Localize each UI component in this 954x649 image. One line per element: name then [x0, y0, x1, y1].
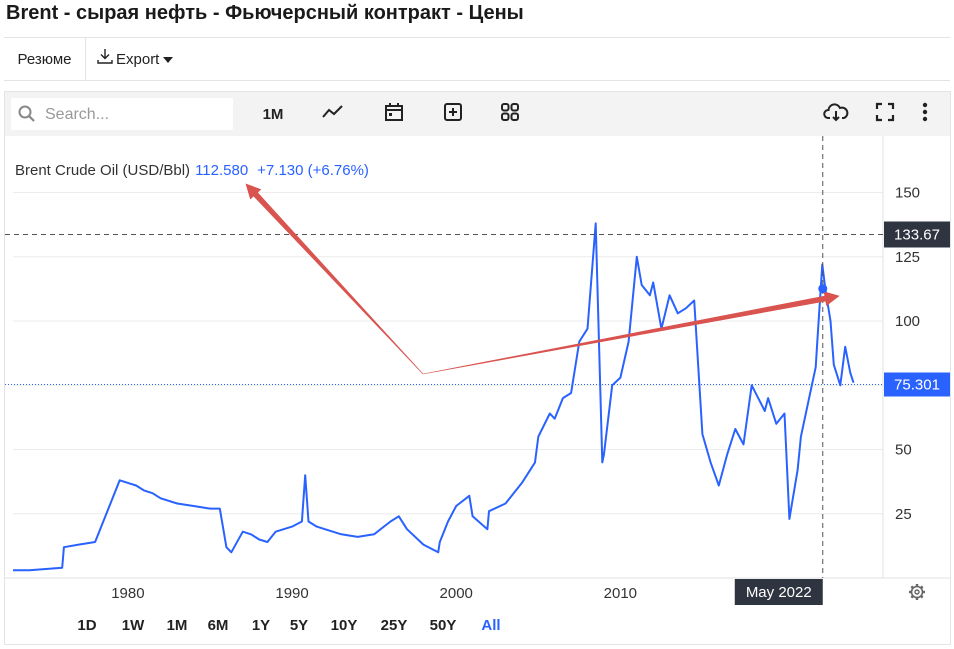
chevron-down-icon [163, 57, 174, 64]
chart-legend: Brent Crude Oil (USD/Bbl) 112.580 +7.130 (… [15, 162, 369, 179]
last-price-badge [884, 372, 950, 397]
y-tick-label: 125 [895, 249, 920, 266]
y-tick-label: 25 [895, 506, 912, 523]
annotation-arrow-to-point [422, 291, 840, 375]
crosshair-price-badge [884, 221, 950, 248]
line-chart-icon [321, 102, 345, 127]
range-button-6m[interactable]: 6M [207, 617, 229, 634]
cloud-download-icon [823, 101, 849, 128]
range-button-1y[interactable]: 1Y [251, 617, 271, 634]
x-tick-label: 2010 [604, 585, 637, 602]
range-selector: 1D 1W 1M 6M 1Y 5Y 10Y 25Y 50Y All [5, 606, 950, 646]
symbol-search[interactable] [11, 98, 233, 130]
interval-button[interactable]: 1M [262, 105, 284, 123]
y-tick-label: 150 [895, 185, 920, 202]
chart-panel: 1M [4, 91, 951, 645]
x-tick-label: 1980 [111, 585, 144, 602]
grid-layout-icon [499, 101, 521, 128]
more-options-button[interactable] [915, 99, 935, 129]
highlight-point [818, 284, 828, 294]
calendar-icon [383, 101, 405, 128]
export-label: Export [116, 51, 160, 68]
tab-summary[interactable]: Резюме [4, 38, 86, 81]
fullscreen-button[interactable] [871, 99, 899, 129]
range-button-1w[interactable]: 1W [121, 617, 145, 634]
more-vertical-icon [922, 102, 928, 127]
y-tick-label: 100 [895, 313, 920, 330]
page-title: Brent - сырая нефть - Фьючерсный контрак… [6, 2, 524, 24]
chart-type-button[interactable] [318, 99, 348, 129]
add-indicator-button[interactable] [438, 99, 468, 129]
range-button-50y[interactable]: 50Y [429, 617, 457, 634]
search-icon [17, 104, 37, 129]
crosshair-time-badge [734, 579, 823, 605]
crosshair-time-label: May 2022 [746, 584, 812, 601]
search-input[interactable] [45, 104, 225, 126]
download-icon [96, 39, 114, 82]
download-chart-button[interactable] [821, 99, 851, 129]
range-button-5y[interactable]: 5Y [289, 617, 309, 634]
range-button-all[interactable]: All [481, 617, 501, 634]
legend-change: +7.130 (+6.76%) [257, 162, 369, 179]
x-tick-label: 1990 [275, 585, 308, 602]
fullscreen-icon [874, 101, 896, 128]
y-tick-label: 50 [895, 442, 912, 459]
add-indicator-icon [442, 101, 464, 128]
x-tick-label: 2000 [440, 585, 473, 602]
layout-button[interactable] [495, 99, 525, 129]
tab-bar: Резюме Export [4, 37, 950, 81]
series-line [13, 222, 855, 572]
date-range-button[interactable] [379, 99, 409, 129]
settings-gear-icon[interactable] [909, 584, 925, 600]
price-chart[interactable]: 2550751001251501980199020002010Brent Cru… [5, 136, 950, 606]
chart-area[interactable]: 2550751001251501980199020002010Brent Cru… [5, 136, 950, 606]
legend-value: 112.580 [195, 162, 248, 179]
range-button-25y[interactable]: 25Y [380, 617, 408, 634]
range-button-1d[interactable]: 1D [77, 617, 97, 634]
crosshair-price-label: 133.67 [894, 226, 940, 243]
last-price-label: 75.301 [894, 376, 940, 393]
annotation-arrow-to-legend [245, 183, 424, 375]
chart-toolbar: 1M [5, 92, 950, 136]
legend-series-name: Brent Crude Oil (USD/Bbl) [15, 162, 190, 179]
export-button[interactable]: Export [96, 38, 174, 82]
range-button-1m[interactable]: 1M [166, 617, 188, 634]
range-button-10y[interactable]: 10Y [330, 617, 358, 634]
